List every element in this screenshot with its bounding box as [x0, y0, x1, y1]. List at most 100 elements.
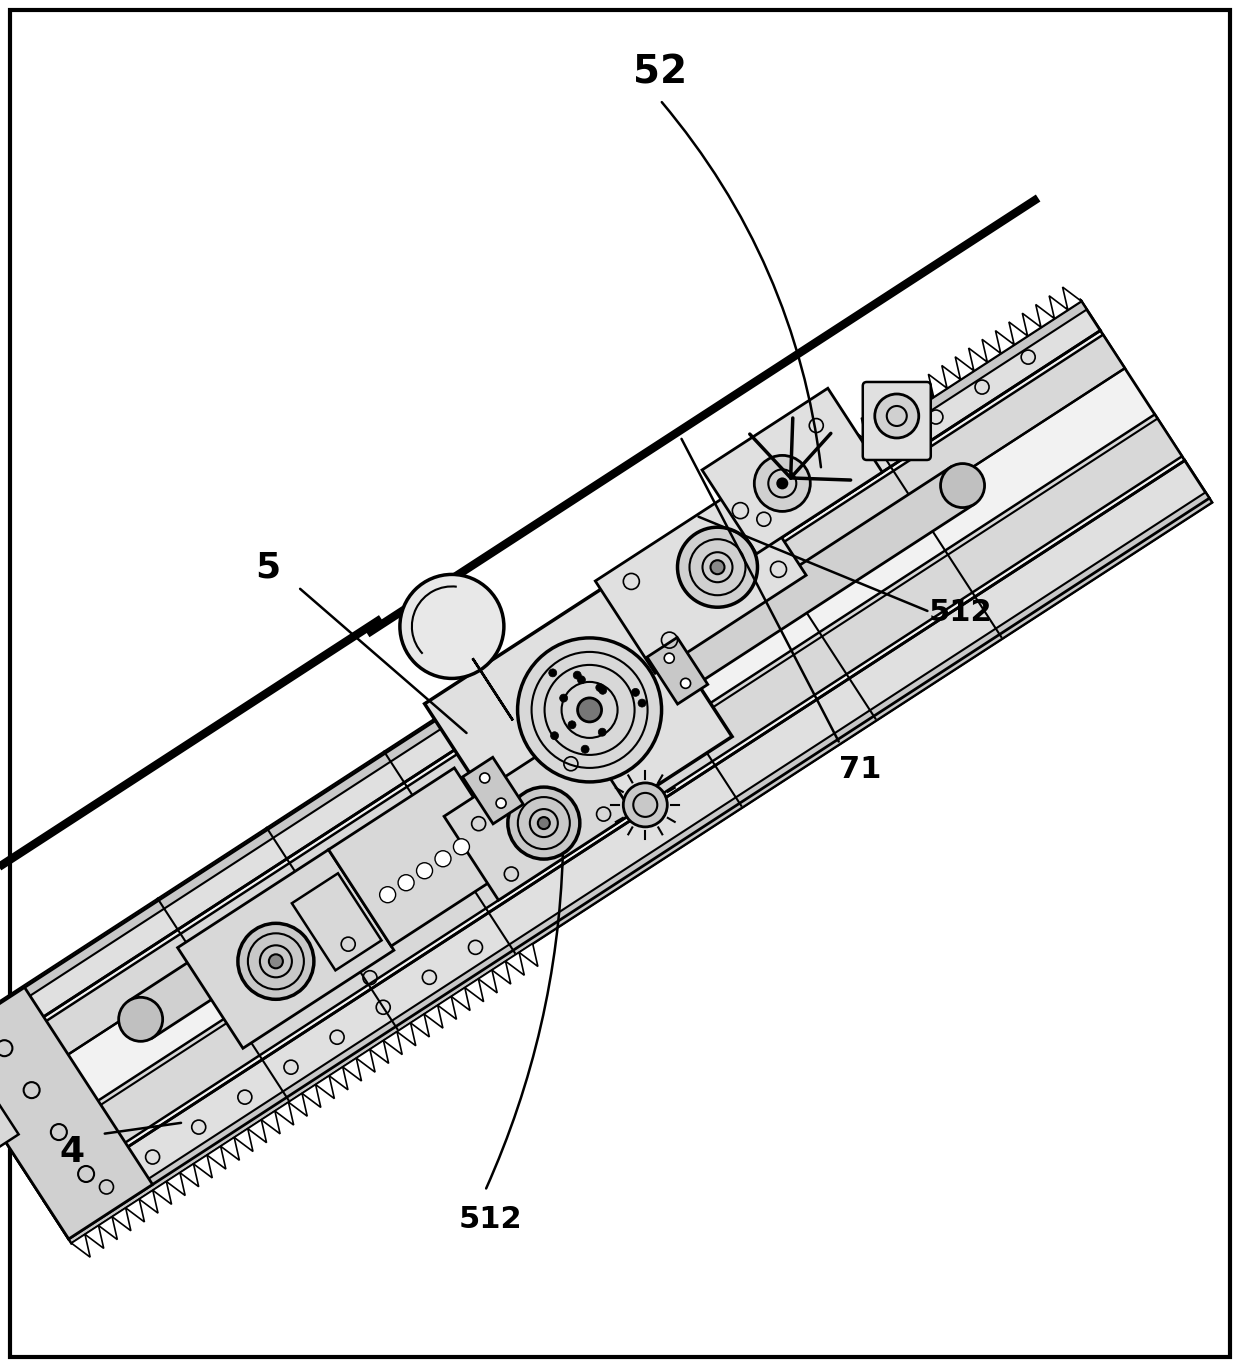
- Polygon shape: [303, 1084, 321, 1107]
- Circle shape: [480, 772, 490, 783]
- Polygon shape: [520, 943, 538, 966]
- Text: 5: 5: [255, 550, 280, 584]
- Polygon shape: [996, 331, 1014, 354]
- Circle shape: [496, 798, 506, 808]
- Polygon shape: [329, 768, 517, 946]
- FancyBboxPatch shape: [863, 381, 931, 459]
- Polygon shape: [1009, 321, 1028, 344]
- Polygon shape: [316, 1076, 335, 1099]
- Polygon shape: [234, 1129, 253, 1151]
- Polygon shape: [848, 427, 867, 450]
- Polygon shape: [98, 1217, 118, 1240]
- Circle shape: [559, 694, 568, 703]
- Polygon shape: [342, 1058, 362, 1081]
- Circle shape: [624, 783, 667, 827]
- Circle shape: [595, 684, 604, 692]
- Polygon shape: [72, 1234, 91, 1258]
- Polygon shape: [506, 953, 525, 975]
- Polygon shape: [0, 299, 1086, 1050]
- Polygon shape: [874, 409, 893, 432]
- Circle shape: [417, 863, 433, 879]
- Polygon shape: [86, 1226, 104, 1248]
- Polygon shape: [153, 1181, 171, 1204]
- Polygon shape: [1022, 313, 1042, 336]
- Text: 512: 512: [459, 1204, 522, 1233]
- Circle shape: [941, 463, 985, 507]
- Circle shape: [399, 574, 503, 678]
- Circle shape: [578, 699, 601, 722]
- Polygon shape: [262, 1111, 280, 1133]
- Circle shape: [754, 455, 810, 511]
- Polygon shape: [248, 1120, 267, 1143]
- Polygon shape: [901, 391, 920, 414]
- Polygon shape: [177, 850, 394, 1048]
- Polygon shape: [465, 979, 484, 1002]
- Polygon shape: [821, 444, 839, 466]
- Polygon shape: [180, 1163, 198, 1187]
- Polygon shape: [794, 461, 813, 484]
- Polygon shape: [129, 468, 975, 1038]
- Polygon shape: [397, 1023, 415, 1046]
- Polygon shape: [139, 1191, 157, 1213]
- Polygon shape: [807, 452, 826, 476]
- Polygon shape: [424, 1005, 443, 1028]
- Polygon shape: [472, 659, 513, 720]
- Circle shape: [517, 638, 662, 782]
- Polygon shape: [754, 488, 773, 510]
- Polygon shape: [383, 1032, 402, 1054]
- Circle shape: [549, 668, 557, 677]
- Circle shape: [269, 954, 283, 968]
- Circle shape: [454, 839, 470, 854]
- Polygon shape: [982, 339, 1001, 362]
- Polygon shape: [768, 478, 786, 502]
- Circle shape: [598, 729, 606, 737]
- Polygon shape: [647, 637, 708, 704]
- Polygon shape: [410, 1014, 429, 1038]
- Polygon shape: [595, 483, 806, 674]
- Text: 4: 4: [60, 1135, 84, 1169]
- Polygon shape: [727, 504, 745, 528]
- Polygon shape: [166, 1173, 185, 1196]
- Circle shape: [551, 731, 558, 740]
- Polygon shape: [451, 987, 470, 1010]
- Circle shape: [578, 675, 585, 684]
- Circle shape: [568, 720, 577, 729]
- Polygon shape: [291, 874, 382, 971]
- Circle shape: [435, 850, 451, 867]
- Polygon shape: [929, 375, 947, 396]
- Polygon shape: [740, 496, 759, 519]
- Polygon shape: [0, 301, 1211, 1243]
- Polygon shape: [444, 729, 632, 901]
- Polygon shape: [221, 1137, 239, 1161]
- Polygon shape: [424, 573, 732, 867]
- Polygon shape: [673, 540, 692, 563]
- Polygon shape: [942, 365, 961, 388]
- Circle shape: [776, 477, 789, 489]
- Polygon shape: [438, 997, 456, 1020]
- Polygon shape: [193, 1155, 212, 1178]
- Polygon shape: [125, 1199, 144, 1222]
- Polygon shape: [356, 1050, 374, 1072]
- Circle shape: [631, 689, 640, 696]
- Polygon shape: [0, 301, 1100, 1072]
- Polygon shape: [1035, 305, 1054, 327]
- Circle shape: [639, 699, 646, 707]
- Circle shape: [599, 686, 606, 694]
- Polygon shape: [955, 357, 973, 380]
- Circle shape: [677, 528, 758, 607]
- Polygon shape: [479, 971, 497, 992]
- Circle shape: [665, 653, 675, 663]
- Polygon shape: [781, 470, 800, 493]
- Polygon shape: [289, 1094, 308, 1117]
- Polygon shape: [687, 530, 706, 554]
- Polygon shape: [835, 435, 853, 458]
- Polygon shape: [702, 388, 883, 554]
- Polygon shape: [329, 1068, 348, 1089]
- Polygon shape: [1063, 287, 1081, 310]
- Polygon shape: [888, 401, 906, 424]
- Polygon shape: [14, 414, 1182, 1197]
- Polygon shape: [370, 1040, 388, 1064]
- Circle shape: [874, 394, 919, 437]
- Text: 512: 512: [929, 597, 992, 626]
- Polygon shape: [751, 461, 846, 539]
